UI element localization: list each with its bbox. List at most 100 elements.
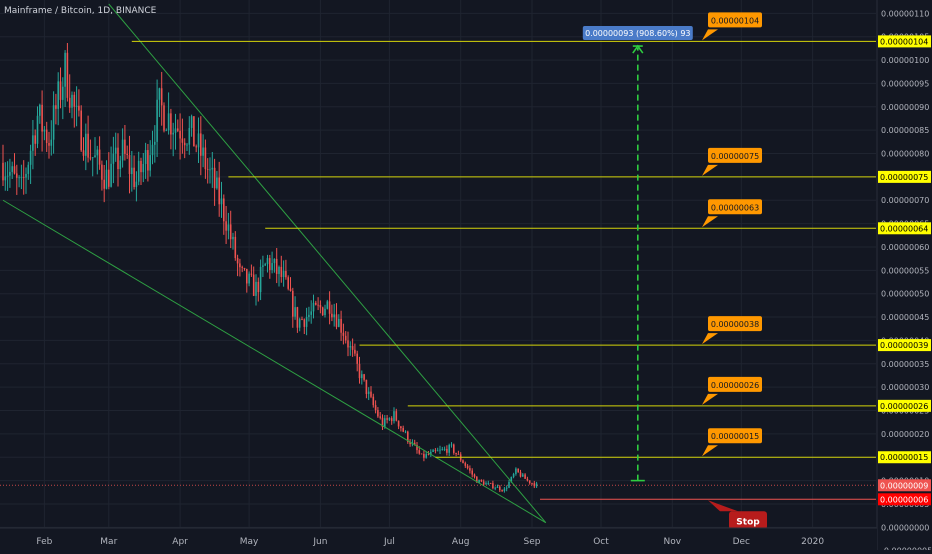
candle-body bbox=[335, 314, 338, 327]
candle-body bbox=[340, 318, 342, 333]
candle-body bbox=[519, 472, 522, 477]
candle-body bbox=[68, 97, 71, 108]
candle-body bbox=[62, 86, 64, 100]
price-axis-level-badge bbox=[878, 399, 931, 412]
candle-body bbox=[328, 301, 331, 314]
target-callout[interactable] bbox=[708, 376, 762, 392]
candle-body bbox=[349, 346, 352, 348]
candle-body bbox=[140, 160, 142, 173]
candle-body bbox=[59, 81, 62, 100]
candle-body bbox=[384, 418, 386, 427]
candle-body bbox=[200, 133, 202, 156]
candle-body bbox=[354, 349, 356, 354]
target-callout[interactable] bbox=[708, 428, 762, 444]
price-axis-level-value: 0.00000075 bbox=[880, 173, 928, 182]
target-callout[interactable] bbox=[708, 199, 762, 215]
candle-body bbox=[213, 167, 216, 189]
candle-body bbox=[367, 391, 370, 394]
time-axis-tick-label: Feb bbox=[36, 537, 52, 547]
wedge-lower-trendline[interactable] bbox=[2, 199, 547, 524]
candle-body bbox=[393, 411, 395, 422]
candle-body bbox=[223, 198, 225, 222]
candle-body bbox=[133, 167, 135, 187]
candle-body bbox=[41, 104, 43, 132]
candle-body bbox=[43, 129, 46, 132]
candle-body bbox=[427, 454, 430, 455]
price-axis-level-value: 0.00000026 bbox=[880, 402, 928, 411]
candle-body bbox=[236, 258, 239, 264]
candle-body bbox=[85, 133, 87, 156]
candle-body bbox=[73, 94, 76, 107]
candle-body bbox=[78, 105, 80, 111]
candle-body bbox=[273, 258, 276, 264]
stop-callout-pointer bbox=[708, 500, 738, 512]
candle-body bbox=[496, 486, 499, 488]
candle-body bbox=[165, 130, 168, 132]
candle-body bbox=[119, 160, 122, 170]
candle-body bbox=[443, 448, 446, 450]
candle-body bbox=[167, 113, 170, 131]
time-axis-tick-label: Dec bbox=[733, 537, 750, 547]
candle-body bbox=[137, 160, 140, 182]
stop-callout[interactable] bbox=[729, 511, 767, 530]
candle-body bbox=[517, 468, 519, 473]
candle-body bbox=[188, 127, 191, 145]
candle-body bbox=[177, 128, 179, 131]
target-measure-label-box[interactable] bbox=[582, 26, 693, 41]
candle-body bbox=[110, 163, 112, 187]
target-callout-pointer bbox=[702, 333, 718, 345]
candle-body bbox=[250, 273, 253, 275]
candle-body bbox=[298, 319, 301, 328]
candle-body bbox=[395, 411, 398, 421]
candle-body bbox=[386, 418, 388, 420]
target-callout-label: 0.00000038 bbox=[711, 320, 759, 329]
candle-body bbox=[257, 281, 260, 293]
target-callout-pointer bbox=[702, 29, 718, 41]
candle-body bbox=[280, 266, 283, 277]
candle-body bbox=[432, 450, 434, 452]
candle-body bbox=[404, 431, 407, 433]
price-axis-tick-label: 0.00000000 bbox=[881, 523, 929, 532]
target-callout[interactable] bbox=[708, 147, 762, 163]
wedge-upper-trendline[interactable] bbox=[108, 3, 547, 523]
price-axis-tick-label: 0.00000035 bbox=[881, 360, 929, 369]
candle-body bbox=[25, 173, 27, 178]
candle-body bbox=[407, 431, 409, 442]
candle-body bbox=[296, 307, 299, 328]
candle-body bbox=[292, 290, 294, 317]
candle-body bbox=[193, 116, 195, 147]
candle-body bbox=[377, 410, 379, 417]
candle-body bbox=[204, 147, 207, 170]
candle-body bbox=[57, 81, 59, 109]
time-axis-tick-label: Apr bbox=[172, 537, 188, 547]
candle-body bbox=[326, 301, 329, 309]
candle-body bbox=[34, 135, 36, 144]
candle-body bbox=[239, 263, 241, 268]
candle-body bbox=[450, 444, 453, 446]
candle-body bbox=[282, 270, 285, 277]
target-callout[interactable] bbox=[708, 316, 762, 332]
candle-body bbox=[430, 451, 432, 455]
price-axis-level-badge bbox=[878, 339, 931, 352]
candle-body bbox=[266, 258, 269, 265]
candle-body bbox=[482, 481, 485, 485]
candle-body bbox=[105, 169, 108, 189]
target-callout[interactable] bbox=[708, 12, 762, 28]
price-axis-level-badge bbox=[878, 222, 931, 235]
candle-body bbox=[124, 139, 126, 154]
time-axis-tick-label: Oct bbox=[593, 537, 609, 547]
candle-body bbox=[356, 353, 358, 364]
candle-body bbox=[351, 346, 354, 350]
candle-body bbox=[413, 442, 416, 446]
candle-body bbox=[80, 110, 82, 151]
candle-body bbox=[144, 150, 147, 164]
target-measure-label: 0.00000093 (908.60%) 93 bbox=[585, 29, 690, 38]
candle-body bbox=[489, 483, 492, 484]
candle-body bbox=[420, 453, 423, 455]
price-axis-tick-label: 0.00000080 bbox=[881, 150, 929, 159]
candle-body bbox=[476, 476, 478, 483]
candle-body bbox=[156, 99, 158, 142]
candle-body bbox=[333, 314, 335, 318]
